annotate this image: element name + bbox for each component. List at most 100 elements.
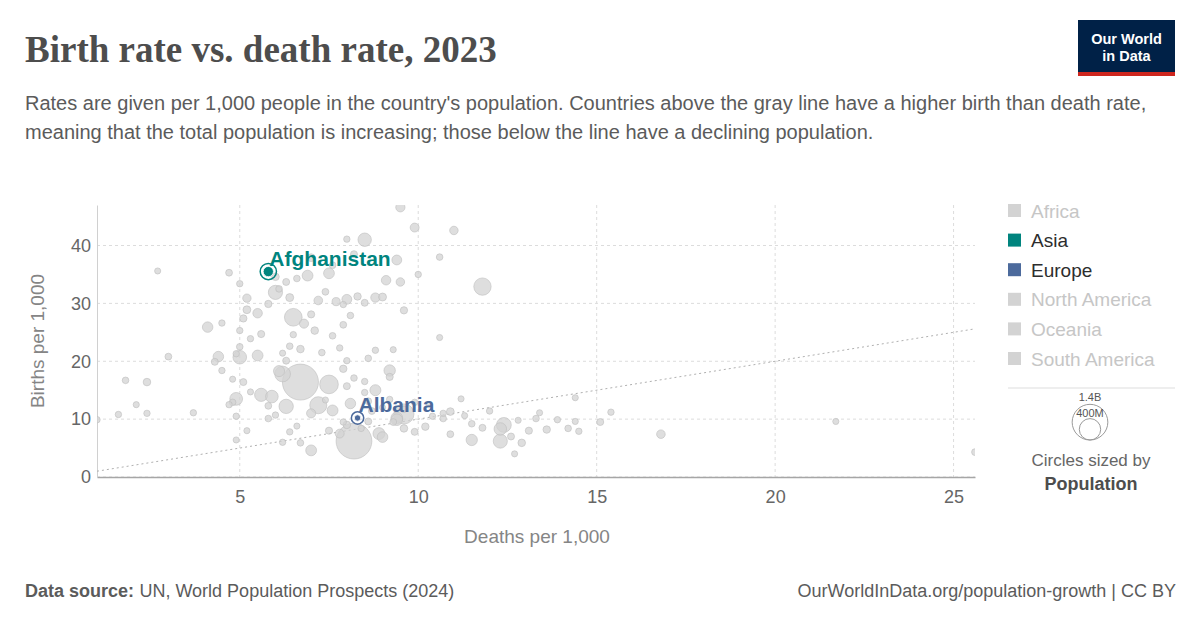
point [290, 331, 296, 337]
point [329, 332, 336, 339]
point [226, 401, 232, 407]
point [307, 409, 316, 418]
y-axis-title: Births per 1,000 [27, 274, 48, 408]
point [833, 418, 839, 424]
point [276, 286, 283, 293]
point [279, 439, 285, 445]
size-legend-label: 1.4B [1079, 391, 1102, 403]
logo: Our Worldin Data [1078, 20, 1175, 76]
grid-line-x [953, 205, 954, 477]
point [265, 402, 272, 409]
size-legend-circle [1072, 404, 1108, 440]
legend-swatch [1008, 234, 1021, 247]
point [377, 432, 388, 443]
x-tick-label: 5 [235, 487, 245, 507]
point [608, 409, 614, 415]
point [122, 377, 129, 384]
point [266, 390, 279, 403]
legend-item: Asia [1008, 230, 1068, 251]
point [386, 373, 393, 380]
source-label: Data source: [25, 581, 134, 601]
point [422, 423, 429, 430]
logo-text: in Data [1102, 48, 1151, 64]
point [533, 415, 540, 422]
legend-swatch [1008, 352, 1021, 365]
point [468, 420, 475, 427]
legend-item: North America [1008, 289, 1152, 310]
plot-area [97, 205, 975, 471]
y-tick-label: 0 [81, 467, 91, 487]
point [474, 278, 491, 295]
x-tick: 10 [409, 477, 429, 507]
point [133, 402, 139, 408]
x-tick: 15 [587, 477, 607, 507]
point [345, 398, 355, 408]
point [294, 423, 300, 429]
point [322, 288, 329, 295]
point [565, 425, 572, 432]
point [396, 278, 404, 286]
point [97, 416, 100, 422]
x-axis-line [98, 477, 976, 479]
x-axis: 5 10 15 20 25 [98, 477, 976, 507]
point [335, 429, 344, 438]
size-legend-variable: Population [1045, 474, 1138, 494]
point [543, 426, 550, 433]
point [365, 355, 372, 362]
point [415, 271, 421, 277]
legend-swatch [1008, 204, 1021, 217]
point [155, 268, 161, 274]
point [494, 423, 507, 436]
subtitle: Rates are given per 1,000 people in the … [25, 92, 1146, 143]
footer-url: OurWorldInData.org/population-growth | C… [797, 581, 1176, 601]
point [327, 405, 338, 416]
legend-label: Oceania [1031, 319, 1102, 340]
point [518, 439, 526, 447]
point-label: Afghanistan [269, 247, 390, 270]
point [436, 254, 443, 261]
y-axis: 010203040 [71, 206, 98, 488]
point [576, 428, 582, 434]
point [466, 434, 477, 445]
title: Birth rate vs. death rate, 2023 [25, 29, 497, 70]
point [354, 293, 361, 300]
point [340, 365, 347, 372]
point [236, 343, 243, 350]
point [243, 294, 251, 302]
size-legend-title: Circles sized by [1031, 451, 1151, 470]
point [597, 419, 604, 426]
size-legend-circle [1079, 419, 1100, 440]
legend-swatch [1008, 263, 1021, 276]
subtitle-line: meaning that the total population is inc… [25, 121, 873, 143]
y-tick: 30 [71, 294, 97, 314]
point [479, 424, 486, 431]
point [361, 378, 367, 384]
points [97, 205, 975, 459]
size-legend-label: 400M [1076, 407, 1104, 419]
point [325, 427, 332, 434]
grid [97, 205, 975, 477]
legend-item: Oceania [1008, 319, 1102, 340]
x-tick-label: 25 [944, 487, 964, 507]
point [379, 293, 387, 301]
point [515, 417, 521, 423]
point [247, 389, 253, 395]
point [458, 396, 464, 402]
point [244, 428, 250, 434]
grid-line-y [97, 361, 975, 362]
highlighted-points [260, 263, 364, 424]
point [400, 307, 407, 314]
grid-line-y [97, 245, 975, 246]
x-tick: 20 [766, 477, 786, 507]
point [440, 410, 446, 416]
point [165, 353, 172, 360]
point [268, 285, 282, 299]
point [572, 418, 578, 424]
source: Data source:UN, World Population Prospec… [25, 581, 454, 601]
legend-label: North America [1031, 289, 1152, 310]
point [358, 233, 371, 246]
point [286, 294, 294, 302]
point [340, 321, 347, 328]
x-tick: 25 [944, 477, 964, 507]
point [400, 425, 408, 433]
